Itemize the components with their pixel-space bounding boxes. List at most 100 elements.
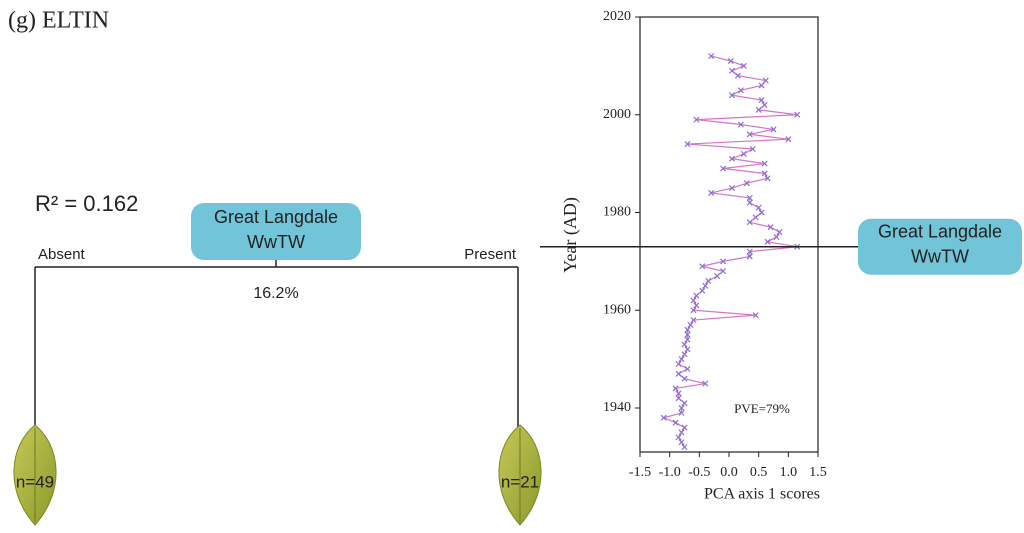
point-marker — [734, 72, 741, 79]
y-tick-label: 1980 — [603, 205, 631, 220]
point-marker — [746, 248, 753, 255]
point-marker — [660, 414, 667, 421]
event-label: Great Langdale — [878, 221, 1002, 241]
point-marker — [705, 277, 712, 284]
point-marker — [758, 97, 765, 104]
x-tick-label: -0.5 — [688, 465, 710, 480]
point-marker — [684, 336, 691, 343]
x-axis-label: PCA axis 1 scores — [704, 486, 820, 503]
point-marker — [681, 400, 688, 407]
node-label: WwTW — [247, 232, 305, 252]
point-marker — [752, 214, 759, 221]
point-marker — [746, 253, 753, 260]
y-tick-label: 2020 — [603, 9, 631, 24]
point-marker — [767, 224, 774, 231]
point-marker — [755, 106, 762, 113]
point-marker — [684, 331, 691, 338]
point-marker — [720, 268, 727, 275]
point-marker — [728, 92, 735, 99]
point-marker — [746, 219, 753, 226]
point-marker — [699, 263, 706, 270]
y-tick-label: 1940 — [603, 400, 631, 415]
point-marker — [693, 302, 700, 309]
point-marker — [681, 375, 688, 382]
point-marker — [740, 150, 747, 157]
point-marker — [764, 175, 771, 182]
point-marker — [737, 121, 744, 128]
point-marker — [758, 209, 765, 216]
point-marker — [737, 87, 744, 94]
split-percent: 16.2% — [253, 285, 298, 302]
node-label: Great Langdale — [214, 207, 338, 227]
series-line — [661, 55, 798, 448]
r-squared: R² = 0.162 — [35, 191, 138, 216]
point-marker — [693, 292, 700, 299]
chart: PCA axis 1 scores Year (AD) PVE=79% -1.5… — [540, 9, 1022, 503]
point-marker — [762, 77, 769, 84]
point-marker — [761, 160, 768, 167]
point-marker — [746, 131, 753, 138]
annotation: PVE=79% — [734, 401, 790, 416]
point-marker — [681, 351, 688, 358]
point-marker — [678, 409, 685, 416]
point-marker — [699, 287, 706, 294]
point-marker — [794, 111, 801, 118]
point-marker — [752, 312, 759, 319]
tree: R² = 0.162 Great Langdale WwTW 16.2% Abs… — [13, 191, 542, 526]
point-marker — [728, 185, 735, 192]
point-marker — [684, 141, 691, 148]
branch-label: Absent — [38, 246, 86, 263]
point-marker — [785, 136, 792, 143]
point-marker — [690, 317, 697, 324]
point-marker — [675, 434, 682, 441]
point-marker — [675, 390, 682, 397]
point-marker — [770, 126, 777, 133]
point-marker — [761, 101, 768, 109]
point-marker — [720, 165, 727, 172]
point-marker — [678, 439, 685, 446]
branch-label: Present — [464, 246, 517, 263]
point-marker — [702, 282, 709, 289]
point-marker — [684, 346, 691, 353]
point-marker — [727, 57, 734, 65]
point-marker — [681, 424, 688, 431]
y-tick-label: 2000 — [603, 107, 631, 122]
x-tick-label: 1.0 — [780, 465, 798, 480]
y-tick-label: 1960 — [603, 302, 631, 317]
x-tick-label: -1.0 — [659, 465, 681, 480]
point-marker — [755, 204, 762, 211]
point-marker — [743, 180, 750, 187]
point-marker — [684, 326, 691, 333]
x-tick-label: 0.5 — [750, 465, 768, 480]
point-marker — [678, 429, 685, 436]
point-marker — [749, 145, 756, 152]
point-marker — [714, 273, 721, 280]
point-marker — [708, 189, 715, 196]
point-marker — [776, 229, 783, 236]
point-marker — [681, 341, 688, 348]
point-marker — [740, 62, 747, 69]
point-marker — [672, 419, 679, 426]
point-marker — [764, 238, 771, 245]
x-tick-label: -1.5 — [629, 465, 651, 480]
point-marker — [684, 365, 691, 372]
point-marker — [708, 53, 715, 60]
point-marker — [746, 199, 753, 206]
point-marker — [761, 170, 768, 177]
event-box — [858, 218, 1022, 275]
event-label: WwTW — [911, 246, 969, 266]
y-axis-label: Year (AD) — [560, 197, 581, 273]
point-marker — [758, 82, 765, 89]
point-marker — [678, 404, 685, 412]
plot-frame — [639, 16, 819, 453]
point-marker — [702, 380, 709, 387]
x-tick-label: 0.0 — [720, 465, 738, 480]
point-marker — [678, 356, 685, 363]
point-marker — [681, 444, 688, 451]
point-marker — [773, 233, 780, 240]
point-marker — [687, 321, 694, 328]
point-marker — [675, 370, 682, 377]
point-marker — [690, 307, 697, 314]
point-marker — [693, 116, 700, 123]
point-marker — [672, 385, 679, 392]
